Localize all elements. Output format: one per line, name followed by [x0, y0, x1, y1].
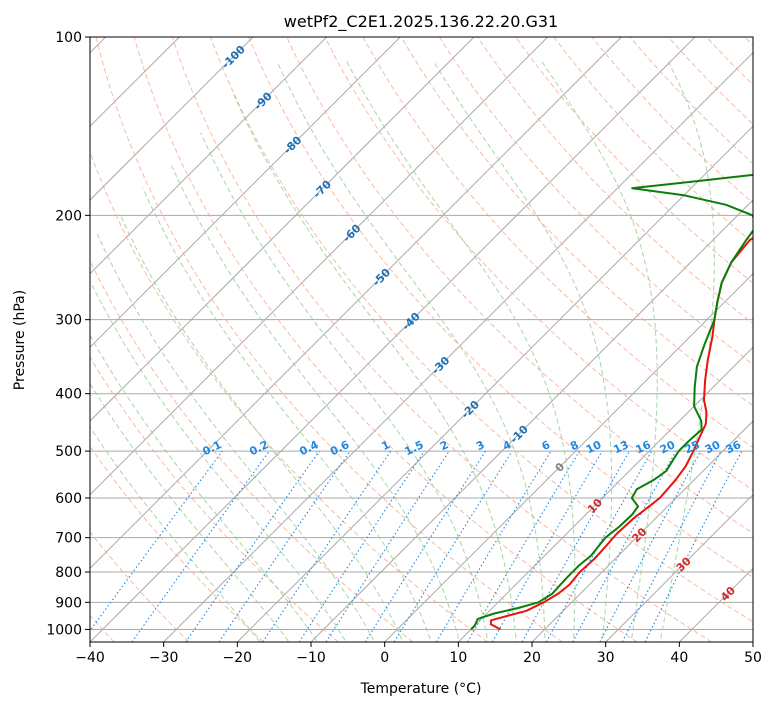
isotherm-line	[90, 37, 622, 570]
axes: −40 −30 −20 −10 0 10 20 30 40 50 100 200 300 400 500 60…	[46, 30, 762, 666]
moist-adiabat-line	[233, 94, 517, 642]
y-axis-label: Pressure (hPa)	[12, 290, 28, 390]
moist-adiabat-line	[276, 61, 546, 642]
mixing-ratio-line	[90, 450, 223, 632]
plot-background	[90, 37, 753, 642]
x-tick-label: 30	[597, 650, 615, 666]
x-tick-label: −20	[223, 650, 253, 666]
mixing-ratio-label: 36	[724, 438, 744, 457]
mixing-ratio-line	[572, 450, 677, 642]
p-tick-label: 100	[55, 30, 82, 46]
mixing-ratio-line	[435, 450, 552, 642]
mixing-ratio-label: 13	[611, 438, 630, 456]
mixing-ratio-line	[131, 450, 270, 642]
p-tick-label: 400	[55, 387, 82, 403]
isotherm-line	[531, 420, 753, 642]
mixing-ratio-line	[218, 450, 351, 642]
p-tick-label: 300	[55, 313, 82, 329]
x-tick-label: −40	[75, 650, 105, 666]
dry-adiabat-line	[90, 259, 414, 642]
mixing-ratio-label: 20	[658, 438, 678, 457]
mixing-ratio-label: 30	[703, 438, 723, 457]
x-tick-label: 40	[670, 650, 688, 666]
p-tick-label: 1000	[46, 622, 82, 638]
mixing-ratio-label: 10	[584, 438, 604, 457]
moist-adiabat-line	[96, 233, 376, 642]
moist-adiabat-line	[90, 426, 261, 642]
moist-adiabat-line	[120, 215, 404, 642]
mixing-ratio-line	[521, 450, 630, 642]
chart-title: wetPf2_C2E1.2025.136.22.20.G31	[284, 12, 558, 32]
isotherm-line	[457, 346, 753, 642]
x-tick-label: 0	[380, 650, 389, 666]
isotherm-line	[90, 37, 254, 201]
p-tick-label: 200	[55, 208, 82, 224]
dry-adiabat-line	[286, 37, 753, 534]
p-tick-label: 900	[55, 595, 82, 611]
temperature-profile-line	[489, 236, 753, 631]
dry-adiabat-line	[90, 150, 488, 642]
background-lines	[90, 37, 753, 642]
mixing-ratio-line	[393, 450, 513, 642]
dry-adiabat-line	[248, 37, 753, 578]
dry-adiabat-line	[171, 37, 712, 642]
dry-adiabat-line	[324, 37, 753, 491]
plot-frame	[89, 36, 754, 643]
mixing-ratio-label: 25	[682, 438, 701, 456]
moist-adiabat-line	[659, 61, 715, 642]
dry-adiabat-line	[362, 37, 753, 449]
dry-adiabat-line	[90, 531, 190, 642]
isotherm-line	[163, 51, 753, 642]
dry-adiabat-line	[400, 37, 753, 407]
moist-adiabat-line	[142, 187, 432, 642]
moist-adiabat-line	[541, 61, 658, 642]
mixing-ratio-label: 16	[633, 438, 653, 457]
x-tick-label: 20	[523, 650, 541, 666]
dry-adiabat-line	[477, 37, 753, 325]
isotherm-line	[605, 493, 753, 642]
mixing-ratio-line	[467, 450, 580, 642]
p-tick-label: 700	[55, 531, 82, 547]
mixing-ratio-line	[364, 450, 486, 642]
isotherm-line	[236, 125, 753, 642]
isotherm-line	[90, 37, 549, 496]
moist-adiabat-line	[200, 132, 489, 642]
x-tick-label: −10	[296, 650, 326, 666]
dry-adiabat-line	[90, 356, 339, 642]
isotherm-line	[384, 272, 753, 642]
isotherm-line	[752, 641, 753, 642]
dry-adiabat-line	[210, 37, 753, 623]
x-tick-label: 50	[744, 650, 762, 666]
dry-adiabat-line	[553, 37, 753, 244]
isotherm-line	[90, 37, 328, 275]
moist-adiabat-line	[90, 382, 290, 642]
moist-adiabat-line	[433, 61, 613, 642]
dry-adiabat-line	[438, 37, 753, 366]
p-tick-label: 600	[55, 491, 82, 507]
x-tick-label: 10	[449, 650, 467, 666]
dry-adiabat-line	[133, 37, 638, 642]
x-axis-label: Temperature (°C)	[360, 681, 482, 697]
moist-adiabat-line	[90, 279, 347, 642]
isotherm-line	[90, 37, 696, 642]
dry-adiabat-line	[591, 37, 753, 204]
moist-adiabat-line	[90, 334, 319, 642]
isotherm-line	[90, 37, 475, 422]
p-tick-label: 800	[55, 565, 82, 581]
moist-adiabat-line	[346, 61, 576, 642]
x-tick-label: −30	[149, 650, 179, 666]
dewpoint-profile-line	[470, 173, 753, 631]
mixing-ratio-line	[185, 450, 320, 642]
profile-series	[470, 173, 753, 631]
mixing-ratio-line	[325, 450, 450, 642]
isotherm-line	[90, 37, 401, 349]
p-tick-label: 500	[55, 444, 82, 460]
dry-adiabat-line	[95, 37, 563, 642]
moist-adiabat-line	[171, 165, 461, 642]
